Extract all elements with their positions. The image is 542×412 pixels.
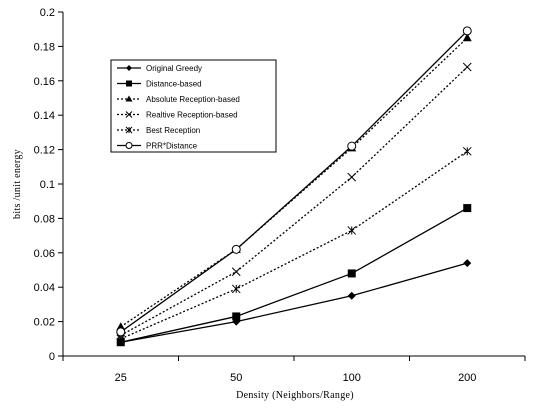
- y-tick-label: 0.16: [34, 76, 55, 88]
- data-point: [347, 291, 356, 300]
- data-point: [462, 33, 472, 42]
- y-tick-label: 0.04: [34, 282, 55, 294]
- y-tick-label: 0: [49, 351, 55, 363]
- data-point: [347, 172, 357, 182]
- legend-label: Original Greedy: [146, 64, 202, 73]
- x-tick-labels: 25 50 100 200: [115, 372, 477, 384]
- data-point: [462, 146, 472, 156]
- x-tick-label: 50: [230, 372, 242, 384]
- x-tick-label: 25: [115, 372, 127, 384]
- y-tick-label: 0.1: [40, 179, 55, 191]
- legend-label: Distance-based: [146, 80, 202, 89]
- legend-marker: [125, 95, 133, 102]
- legend-marker: [126, 80, 132, 87]
- series-markers: [116, 26, 472, 347]
- legend-marker: [125, 111, 133, 118]
- series-lines: [120, 30, 468, 343]
- legend-marker: [125, 126, 133, 134]
- data-point: [463, 259, 472, 268]
- legend-label: Realtive Reception-based: [146, 111, 238, 120]
- data-point: [462, 62, 472, 72]
- data-point: [462, 26, 472, 36]
- series-line: [120, 207, 468, 343]
- y-tick-label: 0.2: [40, 7, 55, 19]
- legend-label: PRR*Distance: [146, 142, 198, 151]
- legend-marker: [126, 65, 132, 71]
- series-line: [120, 37, 468, 328]
- y-tick-label: 0.08: [34, 213, 55, 225]
- x-tick-label: 200: [458, 372, 476, 384]
- data-point: [463, 204, 472, 213]
- y-tick-label: 0.12: [34, 145, 55, 157]
- x-tick-label: 100: [343, 372, 361, 384]
- series-line: [120, 150, 468, 340]
- series-line: [120, 30, 468, 333]
- y-tick-label: 0.06: [34, 248, 55, 260]
- legend-label: Best Reception: [146, 126, 200, 135]
- series-line: [120, 66, 468, 336]
- data-point: [347, 141, 357, 151]
- y-tick-label: 0.02: [34, 317, 55, 329]
- y-tick-label: 0.14: [34, 110, 55, 122]
- data-point: [116, 327, 126, 337]
- series-line: [120, 262, 468, 343]
- data-point: [231, 284, 241, 294]
- legend-marker: [125, 142, 133, 149]
- data-point: [231, 267, 241, 277]
- data-point: [231, 244, 241, 254]
- y-tick-label: 0.18: [34, 41, 55, 53]
- data-point: [347, 269, 356, 278]
- axes: [58, 11, 526, 361]
- legend-label: Absolute Reception-based: [146, 95, 240, 104]
- legend: Original Greedy Distance-based Absolute Re…: [110, 59, 277, 153]
- y-axis-title: bits /unit energy: [12, 149, 23, 219]
- data-point: [232, 312, 241, 321]
- legend-frame: [110, 59, 277, 153]
- data-point: [347, 226, 357, 235]
- x-axis-title: Density (Neighbors/Range): [236, 390, 354, 401]
- y-tick-labels: 0 0.02 0.04 0.06 0.08 0.1 0.12 0.14 0.16 0.18 0.2: [34, 7, 55, 363]
